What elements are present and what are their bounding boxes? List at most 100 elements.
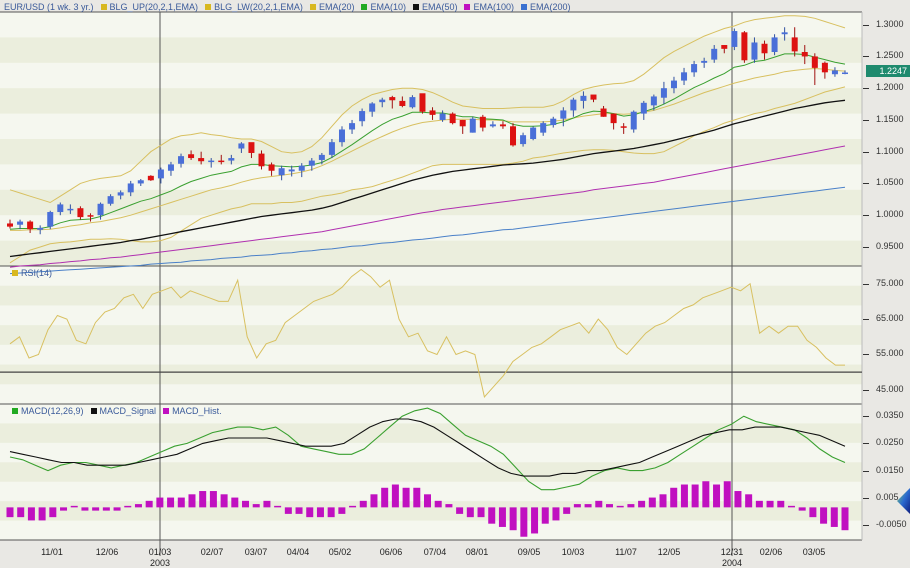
- x-label: 04/04: [286, 547, 310, 557]
- histogram-bar: [531, 507, 539, 534]
- candle: [781, 32, 788, 35]
- histogram-bar: [306, 507, 314, 518]
- legend-item: MACD(12,26,9): [12, 406, 84, 416]
- y-tick: [863, 119, 869, 121]
- candle: [580, 95, 587, 101]
- candle: [499, 124, 506, 127]
- y-tick: [863, 183, 869, 185]
- candle: [520, 135, 527, 145]
- candle: [67, 208, 74, 211]
- histogram-bar: [145, 500, 153, 508]
- histogram-bar: [723, 481, 731, 508]
- y-label: 0.0350: [876, 410, 904, 421]
- y-label: 45.000: [876, 383, 904, 394]
- candle: [419, 93, 426, 112]
- candle: [338, 129, 345, 143]
- histogram-bar: [231, 497, 239, 508]
- candle: [741, 32, 748, 61]
- histogram-bar: [584, 504, 592, 508]
- histogram-bar: [327, 507, 335, 518]
- candle: [650, 96, 657, 106]
- legend-label: MACD_Hist.: [172, 406, 222, 416]
- histogram-bar: [713, 484, 721, 508]
- histogram-bar: [488, 507, 496, 524]
- candle: [349, 123, 356, 130]
- candle: [298, 165, 305, 171]
- scroll-gem-icon[interactable]: [897, 488, 910, 514]
- y-label: 65.000: [876, 313, 904, 324]
- candle: [389, 97, 396, 101]
- histogram-bar: [691, 484, 699, 508]
- legend-label: BLG_LW(20,2,1,EMA): [214, 2, 303, 12]
- histogram-bar: [284, 507, 292, 514]
- candle: [479, 116, 486, 128]
- candle: [37, 227, 44, 230]
- candle: [530, 127, 537, 139]
- histogram-bar: [445, 504, 453, 508]
- histogram-bar: [102, 507, 110, 511]
- legend-item: RSI(14): [12, 268, 52, 278]
- y-tick: [863, 56, 869, 58]
- candle: [439, 113, 446, 120]
- x-label: 02/07: [200, 547, 224, 557]
- legend-swatch-icon: [163, 408, 170, 414]
- histogram-bar: [477, 507, 485, 518]
- x-label: 06/06: [379, 547, 403, 557]
- candle: [198, 158, 205, 162]
- histogram-bar: [177, 497, 185, 508]
- histogram-bar: [413, 487, 421, 508]
- legend-swatch-icon: [12, 408, 18, 414]
- histogram-bar: [113, 507, 121, 511]
- candle: [369, 103, 376, 112]
- histogram-bar: [702, 481, 710, 508]
- legend-swatch-icon: [12, 270, 18, 276]
- histogram-bar: [434, 500, 442, 508]
- candle: [811, 56, 818, 68]
- legend-item: BLG_UP(20,2,1,EMA): [100, 2, 198, 12]
- histogram-bar: [777, 500, 785, 508]
- candle: [640, 102, 647, 114]
- histogram-bar: [552, 507, 560, 521]
- legend-swatch-icon: [100, 4, 107, 10]
- y-label: 1.0000: [876, 209, 904, 220]
- candle: [510, 126, 517, 146]
- series-line: [9, 53, 846, 230]
- candle: [47, 212, 54, 227]
- legend-swatch-icon: [205, 4, 212, 10]
- candle: [107, 196, 114, 204]
- series-line: [9, 186, 846, 275]
- y-tick: [863, 416, 869, 418]
- histogram-bar: [541, 507, 549, 524]
- x-label: 05/02: [328, 547, 352, 557]
- histogram-bar: [242, 500, 250, 508]
- x-label: 03/07: [244, 547, 268, 557]
- candle: [57, 204, 64, 213]
- histogram-bar: [670, 487, 678, 508]
- y-tick: [863, 283, 869, 285]
- y-tick: [863, 319, 869, 321]
- x-label: 02/06: [759, 547, 783, 557]
- candle: [630, 111, 637, 130]
- candle: [610, 113, 617, 124]
- chart-title: EUR/USD (1 wk. 3 yr.): [4, 2, 94, 12]
- x-label: 12/05: [657, 547, 681, 557]
- histogram-bar: [295, 507, 303, 514]
- candle: [600, 108, 607, 117]
- histogram-bar: [424, 494, 431, 508]
- histogram-bar: [498, 507, 506, 527]
- candle: [117, 192, 124, 196]
- legend-swatch-icon: [464, 4, 471, 10]
- legend-label: RSI(14): [21, 268, 53, 278]
- x-label: 08/01: [465, 547, 489, 557]
- y-tick: [863, 525, 869, 527]
- y-tick: [863, 354, 869, 356]
- histogram-bar: [316, 507, 324, 518]
- rsi-legend: RSI(14): [12, 268, 52, 278]
- candle: [157, 169, 164, 179]
- legend-swatch-icon: [361, 4, 368, 10]
- candle: [540, 123, 547, 133]
- y-tick: [863, 497, 869, 499]
- candle: [620, 126, 627, 128]
- candle: [77, 208, 84, 218]
- histogram-bar: [638, 500, 646, 508]
